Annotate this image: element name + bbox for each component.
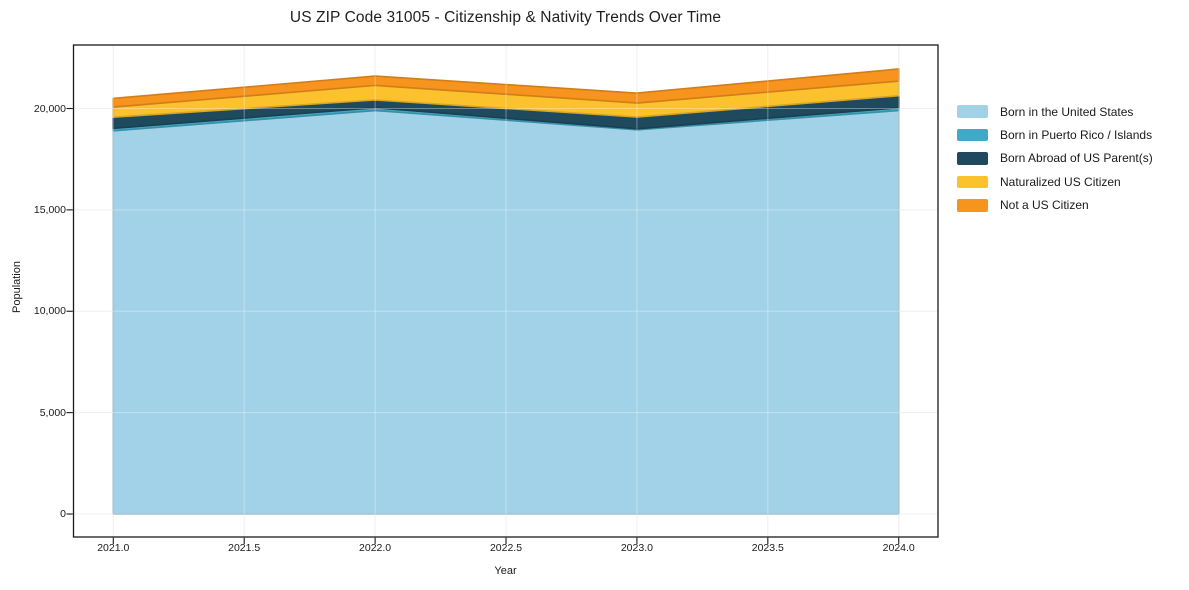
y-tick-label: 5,000 bbox=[39, 406, 66, 419]
legend-item: Naturalized US Citizen bbox=[957, 170, 1153, 193]
chart-title: US ZIP Code 31005 - Citizenship & Nativi… bbox=[289, 9, 722, 26]
x-tick-label: 2024.0 bbox=[882, 542, 915, 554]
legend-swatch bbox=[957, 175, 988, 189]
y-tick-label: 0 bbox=[60, 508, 66, 520]
y-axis-title: Population bbox=[11, 261, 23, 313]
x-tick-label: 2021.5 bbox=[228, 542, 261, 554]
legend-item: Born Abroad of US Parent(s) bbox=[957, 147, 1153, 170]
x-axis-title: Year bbox=[494, 565, 517, 577]
legend-swatch bbox=[957, 128, 988, 142]
y-tick-label: 10,000 bbox=[33, 305, 66, 318]
legend-label: Born in Puerto Rico / Islands bbox=[1000, 128, 1153, 143]
legend: Born in the United States Born in Puerto … bbox=[957, 100, 1153, 217]
x-tick-label: 2023.0 bbox=[620, 542, 653, 554]
legend-swatch bbox=[957, 105, 988, 118]
legend-swatch bbox=[957, 152, 988, 165]
x-tick-label: 2021.0 bbox=[97, 542, 130, 554]
x-tick-label: 2022.5 bbox=[489, 542, 523, 554]
legend-label: Born in the United States bbox=[1000, 104, 1134, 119]
legend-item: Born in the United States bbox=[957, 100, 1153, 123]
area-series-4 bbox=[112, 68, 900, 108]
y-tick-label: 20,000 bbox=[33, 102, 66, 115]
x-tick-label: 2022.0 bbox=[359, 542, 392, 554]
x-tick-label: 2023.5 bbox=[751, 542, 784, 554]
legend-swatch bbox=[957, 199, 988, 212]
legend-item: Not a US Citizen bbox=[957, 194, 1153, 217]
legend-label: Naturalized US Citizen bbox=[1000, 174, 1121, 189]
legend-label: Born Abroad of US Parent(s) bbox=[1000, 151, 1153, 166]
axes-spines bbox=[72, 44, 939, 538]
y-tick-label: 15,000 bbox=[33, 203, 66, 216]
legend-label: Not a US Citizen bbox=[1000, 198, 1089, 213]
legend-item: Born in Puerto Rico / Islands bbox=[957, 123, 1153, 146]
